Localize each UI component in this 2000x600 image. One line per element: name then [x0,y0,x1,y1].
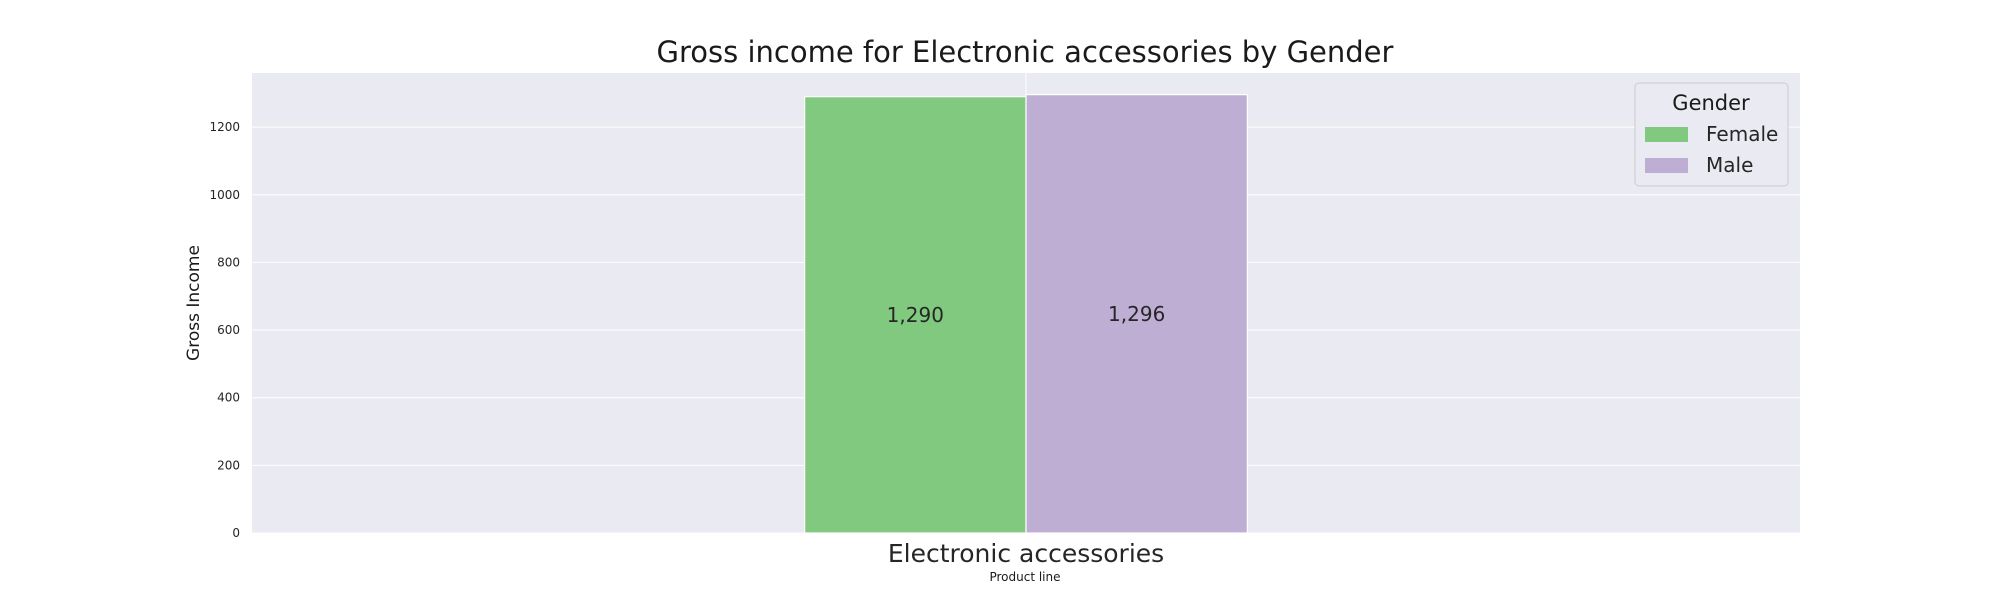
bar-female [804,96,1027,534]
chart-title: Gross income for Electronic accessories … [657,35,1394,69]
y-tick-label: 0 [232,526,240,540]
bar-male [1025,94,1248,534]
x-axis-label: Product line [989,570,1060,584]
y-axis-label: Gross Income [184,245,204,361]
bar-value-label: 1,296 [1108,302,1165,326]
legend: Gender Female Male [1634,82,1789,187]
x-axis-ticks: Electronic accessories [888,539,1164,568]
bars: 1,290 1,296 [804,94,1248,534]
legend-title: Gender [1672,91,1750,115]
y-axis-ticks: 0 200 400 600 800 1000 1200 [209,120,240,540]
y-tick-label: 600 [217,323,240,337]
y-tick-label: 1000 [209,188,240,202]
legend-label-male: Male [1706,153,1753,177]
bar-value-label: 1,290 [887,303,944,327]
y-tick-label: 400 [217,391,240,405]
legend-label-female: Female [1706,122,1778,146]
legend-swatch-female [1645,127,1688,142]
legend-swatch-male [1645,158,1688,173]
y-tick-label: 200 [217,458,240,472]
legend-items: Female Male [1645,122,1778,177]
y-tick-label: 1200 [209,120,240,134]
x-tick-label: Electronic accessories [888,539,1164,568]
y-tick-label: 800 [217,255,240,269]
